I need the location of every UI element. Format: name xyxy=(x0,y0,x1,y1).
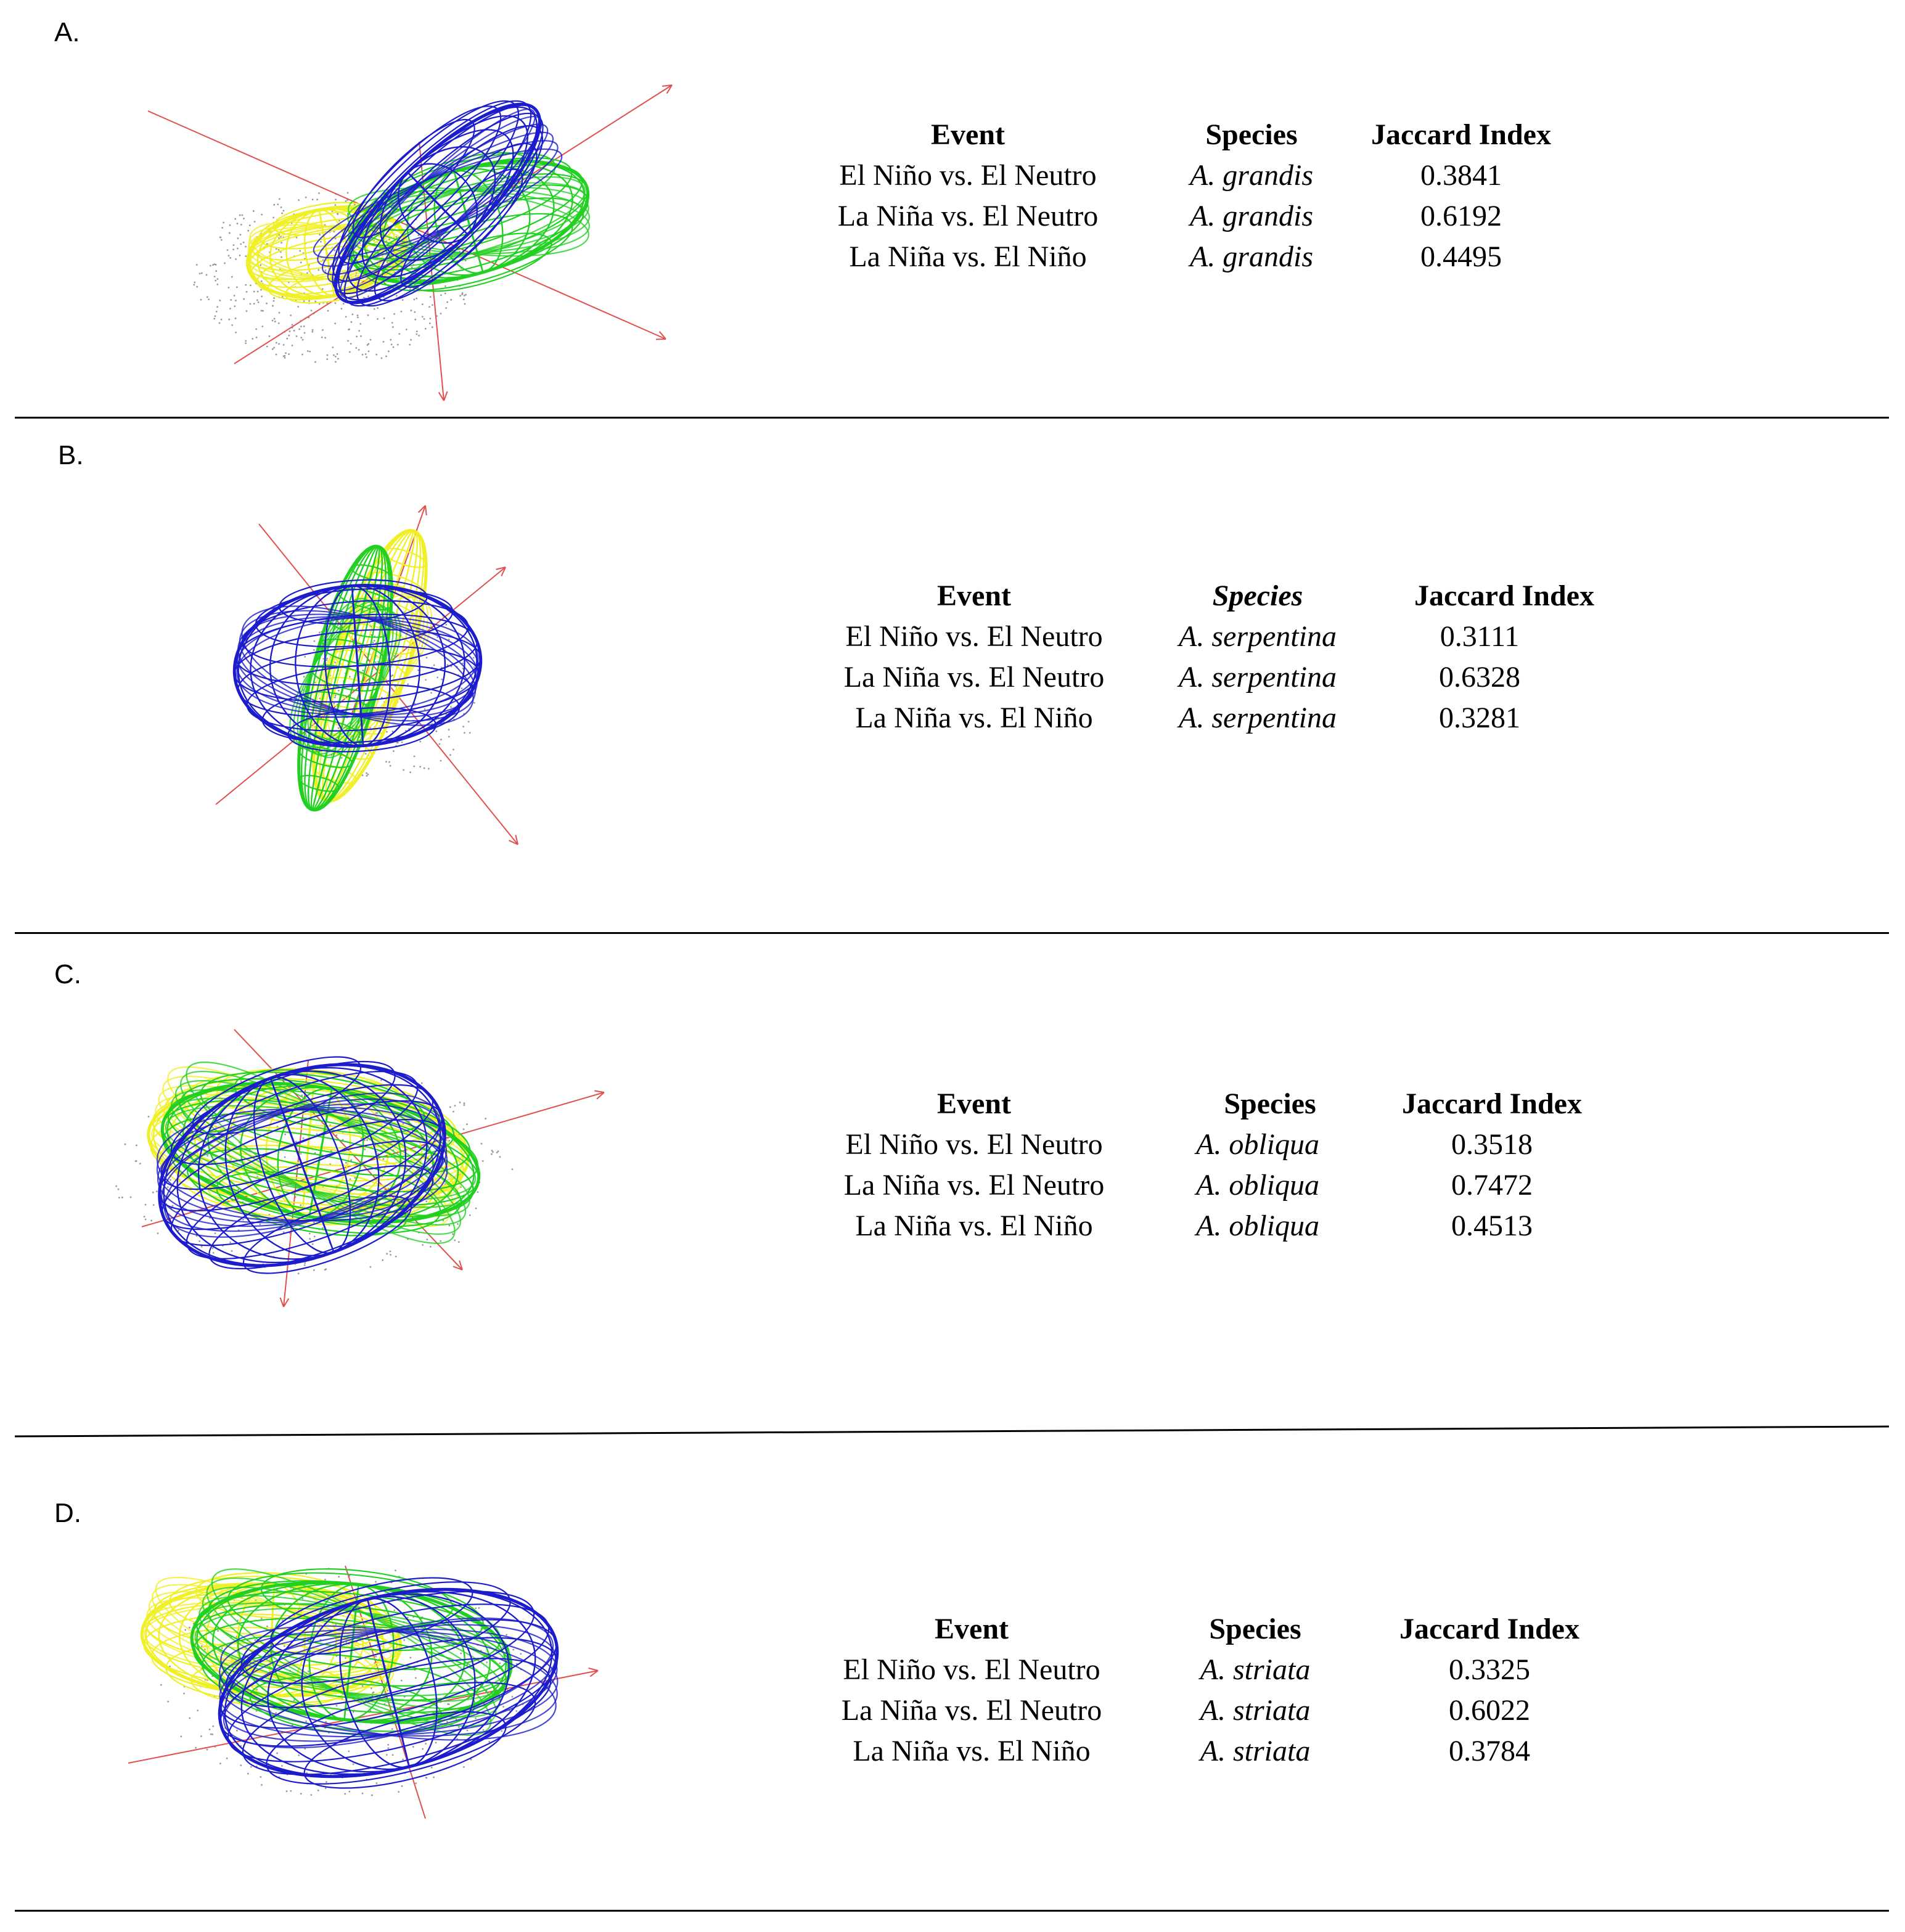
table-row: La Niña vs. El Neutro A. serpentina 0.63… xyxy=(820,657,1621,698)
niche-ellipsoid-plot-d xyxy=(128,1565,599,1819)
event-cell: La Niña vs. El Neutro xyxy=(843,661,1105,694)
header-event: Event xyxy=(931,118,1005,151)
species-cell: A. serpentina xyxy=(1179,702,1337,734)
event-cell: El Niño vs. El Neutro xyxy=(839,159,1097,192)
event-cell: La Niña vs. El Neutro xyxy=(841,1694,1102,1727)
jaccard-cell: 0.4495 xyxy=(1420,240,1502,273)
event-cell: El Niño vs. El Neutro xyxy=(843,1653,1100,1686)
table-row: El Niño vs. El Neutro A. striata 0.3325 xyxy=(817,1650,1619,1690)
jaccard-cell: 0.3518 xyxy=(1451,1128,1533,1161)
header-jaccard: Jaccard Index xyxy=(1399,1613,1579,1645)
table-header: Event Species Jaccard Index xyxy=(817,1609,1619,1650)
event-cell: La Niña vs. El Neutro xyxy=(843,1169,1105,1201)
jaccard-cell: 0.3325 xyxy=(1449,1653,1530,1686)
header-species: Species xyxy=(1209,1613,1301,1645)
blue-ellipsoid xyxy=(232,579,483,753)
blue-ellipsoid xyxy=(313,100,563,307)
header-event: Event xyxy=(935,1613,1009,1645)
yellow-ellipsoid xyxy=(245,202,408,304)
niche-ellipsoid-plot-c xyxy=(115,1029,605,1308)
table-row: La Niña vs. El Niño A. serpentina 0.3281 xyxy=(820,698,1621,739)
header-event: Event xyxy=(937,1087,1011,1120)
event-cell: La Niña vs. El Neutro xyxy=(837,200,1099,232)
panel-divider xyxy=(15,932,1889,934)
panel-label-b: B. xyxy=(58,440,84,470)
panel-divider xyxy=(14,1425,1890,1438)
header-species: Species xyxy=(1224,1087,1316,1120)
event-cell: El Niño vs. El Neutro xyxy=(845,620,1103,653)
jaccard-cell: 0.3111 xyxy=(1440,620,1520,653)
jaccard-table-d: Event Species Jaccard Index El Niño vs. … xyxy=(817,1609,1619,1772)
species-cell: A. serpentina xyxy=(1179,620,1337,653)
event-cell: La Niña vs. El Niño xyxy=(855,1210,1093,1242)
species-cell: A. striata xyxy=(1200,1653,1311,1686)
jaccard-cell: 0.6328 xyxy=(1439,661,1520,694)
header-event: Event xyxy=(937,579,1011,612)
panel-divider xyxy=(15,1910,1889,1912)
jaccard-cell: 0.3784 xyxy=(1449,1735,1530,1767)
header-jaccard: Jaccard Index xyxy=(1371,118,1551,151)
table-row: La Niña vs. El Niño A. striata 0.3784 xyxy=(817,1731,1619,1772)
species-cell: A. obliqua xyxy=(1196,1210,1319,1242)
species-cell: A. serpentina xyxy=(1179,661,1337,694)
jaccard-table-b: Event Species Jaccard Index El Niño vs. … xyxy=(820,576,1621,739)
panel-label-a: A. xyxy=(54,17,80,47)
jaccard-cell: 0.3281 xyxy=(1439,702,1520,734)
table-header: Event Species Jaccard Index xyxy=(820,576,1621,616)
niche-ellipsoid-plot-a xyxy=(147,84,673,401)
table-row: La Niña vs. El Niño A. grandis 0.4495 xyxy=(814,237,1578,277)
header-jaccard: Jaccard Index xyxy=(1402,1087,1582,1120)
table-header: Event Species Jaccard Index xyxy=(820,1084,1621,1124)
event-cell: La Niña vs. El Niño xyxy=(853,1735,1091,1767)
green-ellipsoid xyxy=(289,544,401,812)
header-species: Species xyxy=(1212,579,1303,612)
event-cell: El Niño vs. El Neutro xyxy=(845,1128,1103,1161)
panel-label-c: C. xyxy=(54,959,81,989)
jaccard-cell: 0.4513 xyxy=(1451,1210,1533,1242)
table-row: La Niña vs. El Neutro A. grandis 0.6192 xyxy=(814,196,1578,237)
species-cell: A. grandis xyxy=(1189,200,1313,232)
species-cell: A. striata xyxy=(1200,1735,1311,1767)
species-cell: A. striata xyxy=(1200,1694,1311,1727)
species-cell: A. grandis xyxy=(1189,240,1313,273)
header-jaccard: Jaccard Index xyxy=(1414,579,1594,612)
header-species: Species xyxy=(1205,118,1298,151)
species-cell: A. obliqua xyxy=(1196,1169,1319,1201)
jaccard-cell: 0.3841 xyxy=(1420,159,1502,192)
table-row: La Niña vs. El Niño A. obliqua 0.4513 xyxy=(820,1206,1621,1246)
jaccard-cell: 0.7472 xyxy=(1451,1169,1533,1201)
table-row: El Niño vs. El Neutro A. grandis 0.3841 xyxy=(814,155,1578,196)
jaccard-table-a: Event Species Jaccard Index El Niño vs. … xyxy=(814,115,1578,277)
jaccard-table-c: Event Species Jaccard Index El Niño vs. … xyxy=(820,1084,1621,1246)
jaccard-cell: 0.6192 xyxy=(1420,200,1502,232)
blue-ellipsoid xyxy=(218,1577,559,1789)
panel-divider xyxy=(15,417,1889,419)
table-row: La Niña vs. El Neutro A. striata 0.6022 xyxy=(817,1690,1619,1731)
table-header: Event Species Jaccard Index xyxy=(814,115,1578,155)
species-cell: A. grandis xyxy=(1189,159,1313,192)
event-cell: La Niña vs. El Niño xyxy=(855,702,1093,734)
table-row: La Niña vs. El Neutro A. obliqua 0.7472 xyxy=(820,1165,1621,1206)
species-cell: A. obliqua xyxy=(1196,1128,1319,1161)
panel-label-d: D. xyxy=(54,1498,81,1528)
table-row: El Niño vs. El Neutro A. obliqua 0.3518 xyxy=(820,1124,1621,1165)
table-row: El Niño vs. El Neutro A. serpentina 0.31… xyxy=(820,616,1621,657)
jaccard-cell: 0.6022 xyxy=(1449,1694,1530,1727)
niche-ellipsoid-plot-b xyxy=(215,505,518,845)
event-cell: La Niña vs. El Niño xyxy=(849,240,1087,273)
